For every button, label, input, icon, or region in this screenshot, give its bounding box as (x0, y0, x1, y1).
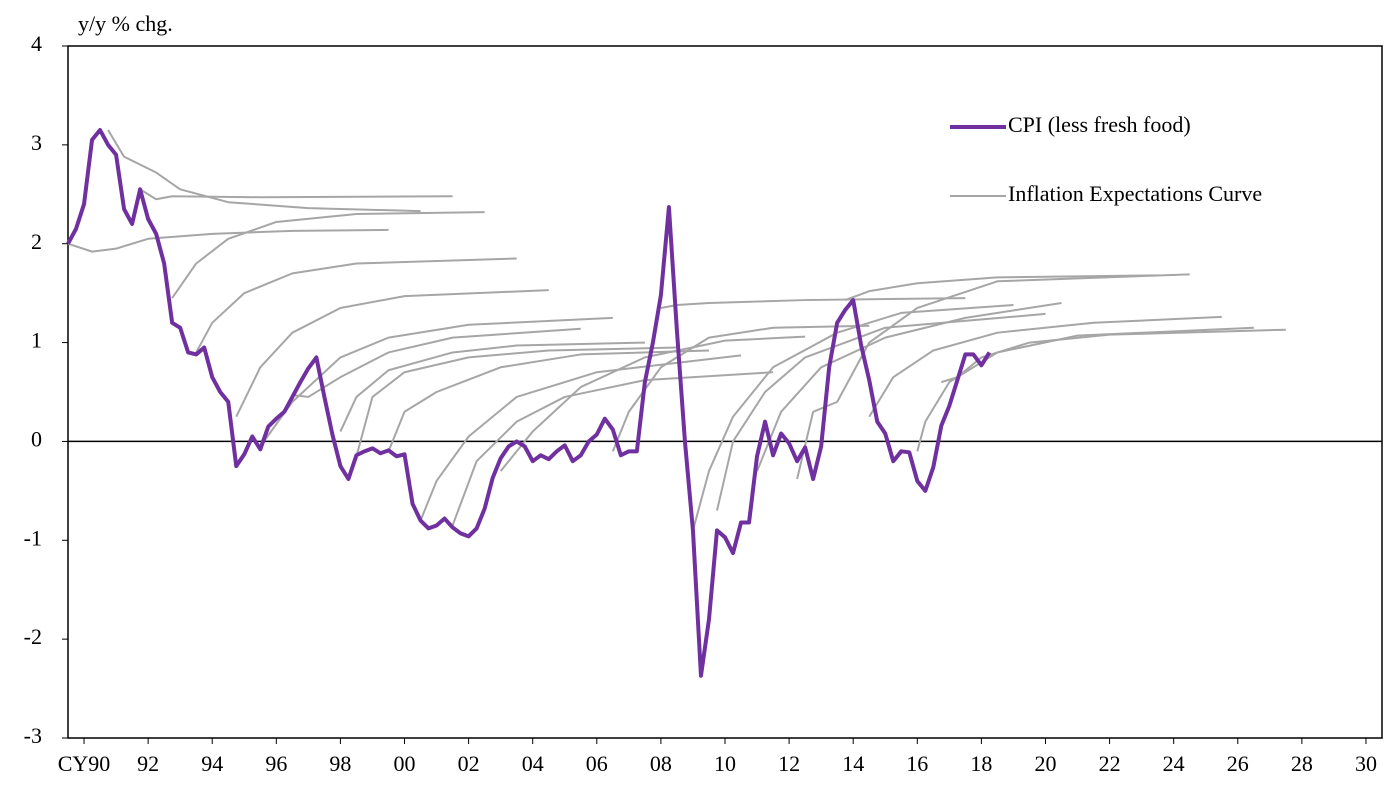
x-tick-label: 26 (1227, 751, 1249, 776)
expectation-curve (67, 228, 389, 253)
expectation-curve (660, 297, 966, 309)
expectation-curve (796, 273, 1190, 480)
expectation-curve (107, 129, 421, 213)
expectation-curve (292, 327, 581, 398)
expectation-curve (355, 346, 677, 457)
legend-label: Inflation Expectations Curve (1008, 181, 1262, 206)
x-tick-label: 10 (714, 751, 736, 776)
x-tick-label: 04 (522, 751, 544, 776)
x-tick-label: 12 (778, 751, 800, 776)
expectation-curve (941, 328, 1286, 384)
expectation-curve (611, 324, 870, 452)
y-tick-label: 3 (31, 130, 42, 155)
y-tick-label: 1 (31, 328, 42, 353)
x-tick-label: 96 (265, 751, 287, 776)
expectation-curve (235, 289, 549, 418)
expectation-curve (259, 316, 613, 447)
x-tick-label: 16 (906, 751, 928, 776)
x-tick-label: 22 (1099, 751, 1121, 776)
legend-label: CPI (less fresh food) (1008, 112, 1191, 137)
x-tick-label: 14 (842, 751, 864, 776)
x-tick-label: 00 (394, 751, 416, 776)
x-tick-label: 98 (329, 751, 351, 776)
y-tick-label: 2 (31, 229, 42, 254)
expectation-curve (139, 188, 453, 201)
y-tick-label: 0 (31, 426, 42, 451)
y-tick-label: -2 (24, 624, 42, 649)
expectation-curve (195, 257, 517, 353)
expectation-curve (339, 341, 645, 432)
expectation-curve (844, 274, 1158, 302)
x-tick-label: 94 (201, 751, 223, 776)
expectation-curve (716, 312, 1046, 511)
expectation-curve (171, 211, 485, 299)
expectation-curve (691, 304, 1014, 531)
x-tick-label: 92 (137, 751, 159, 776)
x-tick-label: 18 (970, 751, 992, 776)
x-tick-label: 02 (458, 751, 480, 776)
x-tick-label: 28 (1291, 751, 1313, 776)
expectation-curve (451, 371, 774, 526)
y-tick-label: -1 (24, 525, 42, 550)
y-tick-label: 4 (31, 31, 42, 56)
plot-frame (67, 45, 1383, 739)
expectation-curve (916, 326, 1254, 452)
cpi-line (66, 128, 992, 678)
expectation-curve (868, 315, 1222, 418)
x-tick-label: 08 (650, 751, 672, 776)
x-tick-label: CY90 (58, 751, 111, 776)
y-tick-label: -3 (24, 723, 42, 748)
x-tick-label: 30 (1355, 751, 1377, 776)
expectation-curve (756, 302, 1062, 472)
expectation-curve (387, 349, 710, 452)
y-axis-label: y/y % chg. (78, 11, 173, 36)
x-tick-label: 20 (1034, 751, 1056, 776)
x-tick-label: 06 (586, 751, 608, 776)
x-tick-label: 24 (1163, 751, 1185, 776)
expectation-curve (499, 335, 806, 472)
